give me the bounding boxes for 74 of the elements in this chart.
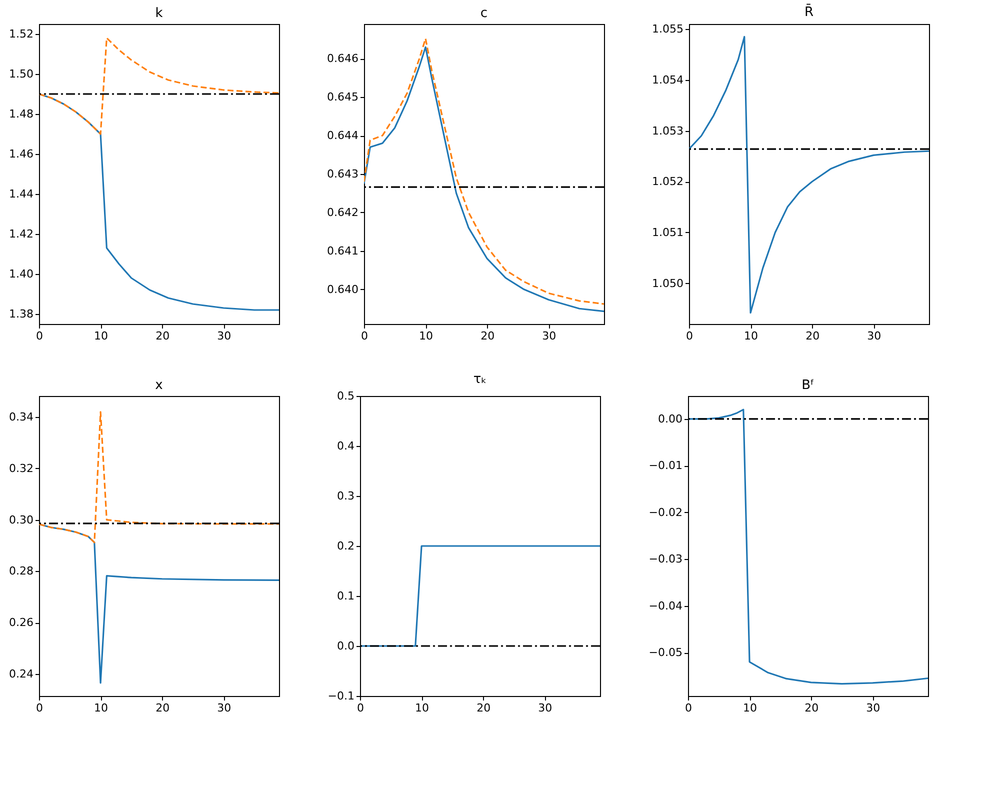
chart-title: x [155, 378, 164, 393]
y-tick-label: 0.0 [337, 640, 354, 652]
y-tick-label: 1.44 [9, 188, 34, 200]
y-tick-label: 1.50 [9, 68, 34, 80]
x-tick-label: 30 [217, 702, 232, 714]
x-tick-label: 30 [542, 330, 556, 342]
y-tick-label: 0.3 [337, 490, 354, 502]
x-tick-label: 10 [419, 330, 434, 342]
y-tick-label: 1.46 [9, 148, 34, 160]
y-tick-label: −0.01 [648, 459, 682, 472]
y-tick-label: −0.03 [648, 552, 682, 566]
x-tick-label: 20 [156, 330, 170, 342]
line-series [688, 408, 928, 685]
x-tick-label: 0 [361, 330, 368, 342]
y-tick-label: 1.053 [652, 124, 684, 138]
x-tick-label: 30 [867, 330, 882, 342]
chart-title: c [480, 6, 488, 21]
y-tick-label: 1.051 [652, 226, 684, 239]
x-tick-label: 20 [480, 330, 495, 342]
y-tick-label: 0.2 [337, 540, 354, 552]
y-tick-label: 1.40 [9, 268, 34, 280]
x-tick-label: 0 [685, 702, 692, 714]
chart-title: τₖ [473, 372, 487, 387]
x-tick-label: 10 [94, 702, 108, 714]
x-tick-label: 10 [94, 330, 108, 342]
x-tick-label: 10 [743, 702, 758, 714]
x-tick-label: 20 [806, 330, 820, 342]
y-tick-label: 0.4 [337, 440, 354, 452]
x-tick-label: 30 [866, 702, 880, 714]
y-tick-label: 1.050 [652, 276, 684, 290]
y-tick-label: 0.643 [327, 168, 358, 180]
line-series [39, 411, 279, 544]
y-tick-label: 1.42 [9, 228, 34, 240]
y-tick-label: 0.641 [327, 244, 358, 258]
chart-title: R̄ [804, 4, 814, 20]
y-tick-label: 1.054 [652, 73, 684, 86]
line-series [39, 37, 279, 135]
x-tick-label: 30 [538, 702, 552, 714]
y-tick-label: 0.34 [9, 410, 34, 424]
line-series [689, 36, 929, 314]
y-tick-label: 1.38 [9, 308, 34, 320]
y-tick-label: 1.055 [652, 22, 684, 36]
x-tick-label: 10 [744, 330, 758, 342]
x-tick-label: 0 [357, 702, 364, 714]
x-tick-label: 0 [36, 330, 43, 342]
chart-title: Bᶠ [802, 378, 815, 393]
y-tick-label: 0.00 [658, 412, 682, 426]
y-tick-label: −0.05 [648, 646, 682, 660]
x-tick-label: 20 [804, 702, 819, 714]
x-tick-label: 0 [686, 330, 693, 342]
y-tick-label: 0.26 [9, 616, 34, 630]
x-tick-label: 10 [415, 702, 430, 714]
y-tick-label: 0.646 [327, 52, 358, 66]
y-tick-label: −0.04 [648, 599, 682, 612]
chart-title: k [155, 6, 164, 21]
y-tick-label: 0.28 [9, 564, 34, 578]
y-tick-label: 1.48 [9, 108, 34, 120]
y-tick-label: 0.645 [327, 90, 358, 104]
y-tick-label: 1.52 [9, 28, 34, 40]
y-tick-label: 0.644 [327, 129, 358, 142]
y-tick-label: 0.24 [9, 667, 34, 680]
y-tick-label: 0.5 [337, 390, 354, 402]
y-tick-label: 0.642 [327, 206, 358, 219]
x-tick-label: 20 [156, 702, 170, 714]
y-tick-label: 0.1 [337, 590, 354, 602]
y-tick-label: 1.052 [652, 175, 684, 188]
x-tick-label: 0 [36, 702, 43, 714]
y-tick-label: 0.640 [327, 282, 358, 296]
x-tick-label: 30 [217, 330, 232, 342]
x-tick-label: 20 [476, 702, 491, 714]
y-tick-label: 0.30 [9, 513, 34, 526]
y-tick-label: −0.02 [648, 506, 682, 519]
y-tick-label: −0.1 [328, 690, 354, 702]
y-tick-label: 0.32 [9, 462, 34, 475]
